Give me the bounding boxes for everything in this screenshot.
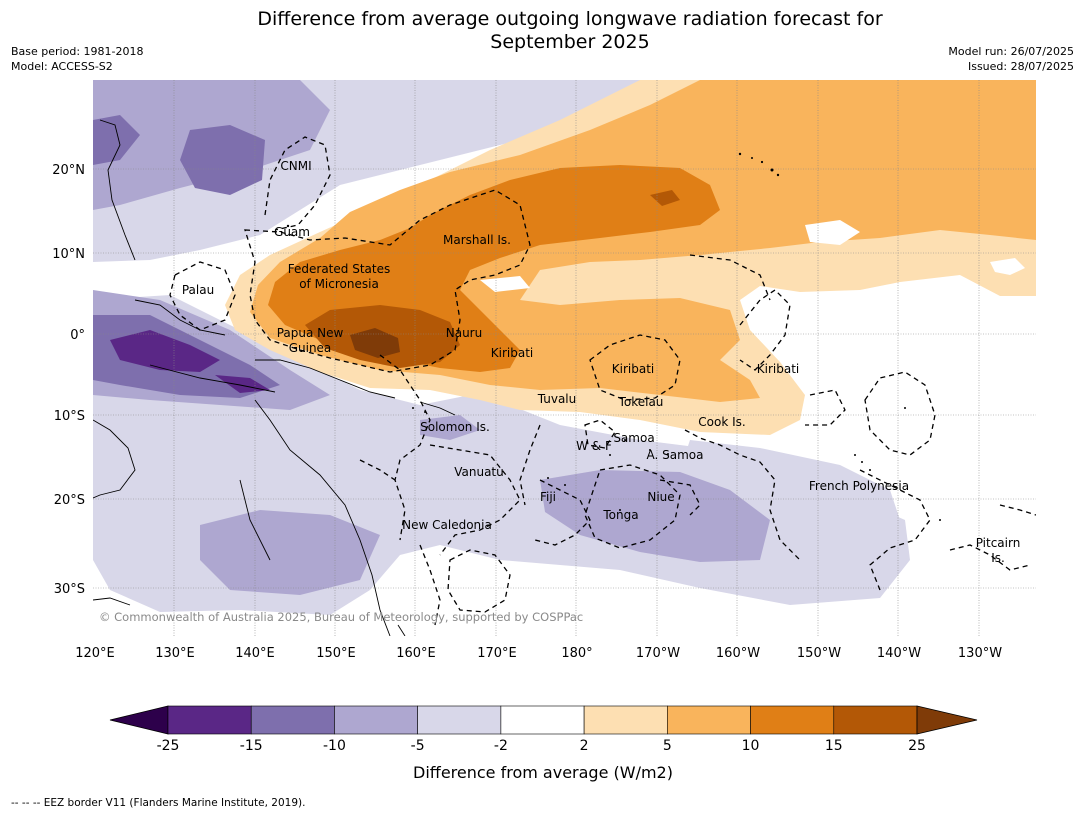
- colorbar-swatch: [583, 705, 668, 735]
- copyright-text: © Commonwealth of Australia 2025, Bureau…: [99, 610, 583, 624]
- footnote: -- -- -- EEZ border V11 (Flanders Marine…: [11, 797, 306, 809]
- label-tuvalu: Tuvalu: [537, 392, 577, 406]
- colorbar-tick-label: 5: [663, 738, 672, 754]
- colorbar-swatch: [167, 705, 252, 735]
- label-cook: Cook Is.: [698, 415, 745, 429]
- label-palau: Palau: [182, 283, 214, 297]
- colorbar-tick-label: -2: [494, 738, 508, 754]
- lon-label: 150°E: [316, 646, 356, 661]
- label-wallis-futuna: W & F: [576, 439, 612, 453]
- model-run-text: Model run: 26/07/2025: [948, 45, 1074, 58]
- lon-label: 150°W: [797, 646, 841, 661]
- lat-label: 20°S: [54, 493, 85, 508]
- label-niue: Niue: [647, 490, 674, 504]
- colorbar-swatches: [167, 705, 918, 735]
- meta-right: Model run: 26/07/2025 Issued: 28/07/2025: [948, 44, 1074, 74]
- lat-tick-labels: 20°N 10°N 0° 10°S 20°S 30°S: [52, 163, 85, 597]
- colorbar: -25 -15 -10 -5 -2 2 5 10 15 25: [109, 705, 978, 754]
- label-fiji: Fiji: [540, 490, 556, 504]
- lon-label: 160°W: [716, 646, 760, 661]
- colorbar-tick-label: 25: [908, 738, 926, 754]
- colorbar-tick-label: -15: [240, 738, 263, 754]
- colorbar-swatch: [250, 705, 335, 735]
- label-guam: Guam: [274, 225, 310, 239]
- label-pitcairn-2: Is.: [991, 551, 1005, 565]
- label-fsm-1: Federated States: [288, 262, 390, 276]
- colorbar-swatch: [417, 705, 502, 735]
- chart-title: Difference from average outgoing longwav…: [170, 8, 970, 54]
- label-vanuatu: Vanuatu: [454, 465, 504, 479]
- olr-band-darkest-brown: [350, 328, 400, 358]
- label-solomon: Solomon Is.: [420, 420, 490, 434]
- eez-borders: [169, 136, 1036, 626]
- label-kiribati-west: Kiribati: [491, 346, 533, 360]
- lon-label: 170°E: [477, 646, 517, 661]
- lat-label: 10°S: [54, 409, 85, 424]
- colorbar-swatch: [500, 705, 585, 735]
- map-gridlines: [93, 80, 1036, 636]
- label-tokelau: Tokelau: [618, 395, 664, 409]
- colorbar-over-arrow: [916, 705, 978, 735]
- lon-label: 180°: [561, 646, 592, 661]
- lat-label: 20°N: [52, 163, 85, 178]
- lat-label: 0°: [70, 328, 85, 343]
- label-new-caledonia: New Caledonia: [402, 518, 492, 532]
- colorbar-tick-label: -5: [411, 738, 425, 754]
- label-fsm-2: of Micronesia: [299, 277, 379, 291]
- lon-label: 130°E: [155, 646, 195, 661]
- colorbar-tick-label: 15: [825, 738, 843, 754]
- lon-label: 140°E: [235, 646, 275, 661]
- coastlines: [93, 119, 456, 636]
- label-marshall: Marshall Is.: [443, 233, 511, 247]
- title-line-2: September 2025: [490, 31, 650, 53]
- lon-label: 140°W: [877, 646, 921, 661]
- colorbar-swatch: [334, 705, 418, 735]
- label-american-samoa: A. Samoa: [647, 448, 704, 462]
- colorbar-swatch: [833, 705, 918, 735]
- colorbar-swatch: [667, 705, 751, 735]
- lat-label: 30°S: [54, 582, 85, 597]
- map-area: CNMI Guam Marshall Is. Federated States …: [93, 80, 1036, 636]
- label-kiribati-east: Kiribati: [757, 362, 799, 376]
- lon-label: 160°E: [396, 646, 436, 661]
- label-samoa: Samoa: [613, 431, 654, 445]
- colorbar-label: Difference from average (W/m2): [413, 763, 673, 782]
- base-period-text: Base period: 1981-2018: [11, 45, 144, 58]
- label-nauru: Nauru: [446, 326, 482, 340]
- label-french-polynesia: French Polynesia: [809, 479, 909, 493]
- colorbar-tick-label: -25: [157, 738, 180, 754]
- island-dots: [286, 152, 941, 521]
- label-tonga: Tonga: [602, 508, 638, 522]
- colorbar-tick-label: 10: [742, 738, 760, 754]
- region-labels: CNMI Guam Marshall Is. Federated States …: [182, 159, 1020, 565]
- lon-label: 130°W: [958, 646, 1002, 661]
- lat-label: 10°N: [52, 247, 85, 262]
- label-cnmi: CNMI: [280, 159, 311, 173]
- lon-tick-labels: 120°E 130°E 140°E 150°E 160°E 170°E 180°…: [75, 646, 1002, 661]
- olr-gaps-white: [480, 220, 1025, 292]
- label-kiribati-central: Kiribati: [612, 362, 654, 376]
- label-png-1: Papua New: [277, 326, 344, 340]
- colorbar-under-arrow: [109, 705, 169, 735]
- title-line-1: Difference from average outgoing longwav…: [257, 8, 883, 30]
- meta-left: Base period: 1981-2018 Model: ACCESS-S2: [11, 44, 143, 74]
- lon-label: 120°E: [75, 646, 115, 661]
- colorbar-tick-label: -10: [323, 738, 346, 754]
- colorbar-tick-label: 2: [580, 738, 589, 754]
- colorbar-swatch: [750, 705, 835, 735]
- label-png-2: Guinea: [289, 341, 332, 355]
- issued-text: Issued: 28/07/2025: [967, 60, 1074, 73]
- model-text: Model: ACCESS-S2: [11, 60, 113, 73]
- lon-label: 170°W: [636, 646, 680, 661]
- colorbar-tick-labels: -25 -15 -10 -5 -2 2 5 10 15 25: [157, 738, 926, 754]
- label-pitcairn-1: Pitcairn: [976, 536, 1021, 550]
